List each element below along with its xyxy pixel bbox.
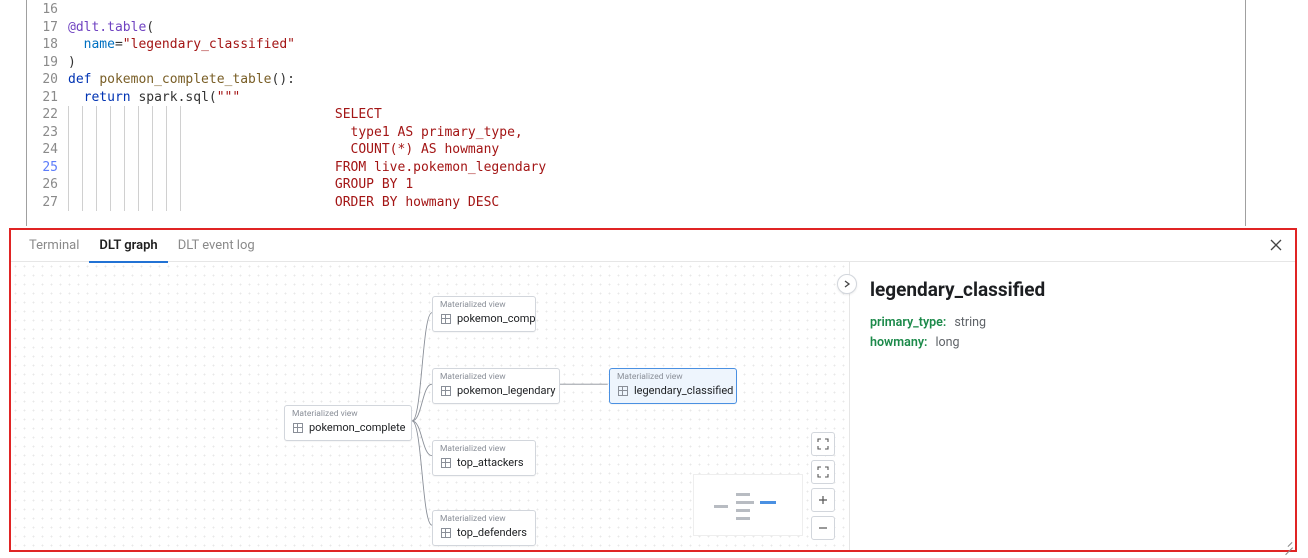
table-icon [441, 528, 451, 538]
code-content: COUNT(*) AS howmany [68, 141, 1284, 159]
tab-dlt-event-log[interactable]: DLT event log [168, 230, 265, 262]
editor-margin-line [26, 0, 27, 226]
minimap-node [714, 505, 728, 508]
close-icon[interactable] [1267, 236, 1285, 254]
code-line[interactable]: 23 type1 AS primary_type, [24, 124, 1284, 142]
line-number: 17 [24, 19, 68, 37]
schema-row: primary_type: string [870, 313, 1275, 333]
table-icon [441, 386, 451, 396]
code-content: def pokemon_complete_table(): [68, 71, 1284, 89]
line-number: 27 [24, 194, 68, 212]
line-number: 24 [24, 141, 68, 159]
code-line[interactable]: 25 FROM live.pokemon_legendary [24, 159, 1284, 177]
code-content: name="legendary_classified" [68, 36, 1284, 54]
node-details-panel: legendary_classified primary_type: string… [849, 262, 1295, 550]
schema-field-name: primary_type: [870, 313, 946, 333]
graph-node-pokemon_legendary[interactable]: Materialized viewpokemon_legendary [432, 368, 560, 404]
code-content: ORDER BY howmany DESC [68, 194, 1284, 212]
node-type-label: Materialized view [610, 369, 736, 382]
dlt-graph-canvas[interactable]: Materialized viewpokemon_completeMateria… [11, 262, 847, 550]
line-number: 22 [24, 106, 68, 124]
code-content: type1 AS primary_type, [68, 124, 1284, 142]
minimap-node [736, 517, 750, 520]
table-icon [293, 423, 303, 433]
node-type-label: Materialized view [433, 511, 535, 524]
graph-minimap[interactable] [693, 474, 803, 536]
line-number: 16 [24, 1, 68, 19]
code-content: SELECT [68, 106, 1284, 124]
graph-node-pokemon_complete[interactable]: Materialized viewpokemon_complete [284, 405, 412, 441]
code-line[interactable]: 26 GROUP BY 1 [24, 176, 1284, 194]
code-line[interactable]: 24 COUNT(*) AS howmany [24, 141, 1284, 159]
zoom-in-icon[interactable] [811, 488, 835, 512]
code-line[interactable]: 20def pokemon_complete_table(): [24, 71, 1284, 89]
line-number: 23 [24, 124, 68, 142]
code-line[interactable]: 22 SELECT [24, 106, 1284, 124]
line-number: 21 [24, 89, 68, 107]
minimap-node [736, 493, 750, 496]
code-content [68, 1, 1284, 19]
code-content: FROM live.pokemon_legendary [68, 159, 1284, 177]
graph-node-top_defenders[interactable]: Materialized viewtop_defenders [432, 510, 536, 546]
code-line[interactable]: 19) [24, 54, 1284, 72]
schema-row: howmany: long [870, 333, 1275, 353]
zoom-out-icon[interactable] [811, 516, 835, 540]
table-icon [618, 386, 628, 396]
code-line[interactable]: 18 name="legendary_classified" [24, 36, 1284, 54]
graph-node-pokemon_complet[interactable]: Materialized viewpokemon_complet... [432, 296, 536, 332]
node-label: top_defenders [433, 524, 535, 545]
line-number: 26 [24, 176, 68, 194]
node-type-label: Materialized view [433, 441, 535, 454]
line-number: 25 [24, 159, 68, 177]
line-number: 19 [24, 54, 68, 72]
node-type-label: Materialized view [433, 369, 559, 382]
minimap-node [736, 509, 750, 512]
table-icon [441, 458, 451, 468]
code-content: ) [68, 54, 1284, 72]
minimap-node [760, 501, 776, 504]
node-type-label: Materialized view [433, 297, 535, 310]
node-type-label: Materialized view [285, 406, 411, 419]
collapse-details-icon[interactable] [837, 274, 857, 294]
details-title: legendary_classified [870, 278, 1275, 301]
schema-field-name: howmany: [870, 333, 927, 353]
code-content: @dlt.table( [68, 19, 1284, 37]
code-line[interactable]: 17@dlt.table( [24, 19, 1284, 37]
tab-dlt-graph[interactable]: DLT graph [89, 230, 167, 262]
code-line[interactable]: 21 return spark.sql(""" [24, 89, 1284, 107]
node-label: legendary_classified [610, 382, 736, 403]
resize-handle-icon[interactable] [1283, 538, 1293, 548]
line-number: 18 [24, 36, 68, 54]
bottom-panel-highlighted: TerminalDLT graphDLT event log Materiali… [9, 228, 1297, 552]
panel-tabs: TerminalDLT graphDLT event log [11, 230, 1295, 262]
line-number: 20 [24, 71, 68, 89]
code-line[interactable]: 16 [24, 1, 1284, 19]
fit-icon[interactable] [811, 432, 835, 456]
node-label: pokemon_legendary [433, 382, 559, 403]
minimap-node [736, 501, 754, 504]
code-content: GROUP BY 1 [68, 176, 1284, 194]
node-label: top_attackers [433, 454, 535, 475]
graph-controls [811, 432, 835, 540]
schema-field-type: string [954, 313, 986, 333]
fullscreen-icon[interactable] [811, 460, 835, 484]
table-icon [441, 314, 451, 324]
schema-field-type: long [935, 333, 959, 353]
graph-node-top_attackers[interactable]: Materialized viewtop_attackers [432, 440, 536, 476]
tab-terminal[interactable]: Terminal [19, 230, 89, 262]
code-content: return spark.sql(""" [68, 89, 1284, 107]
code-editor[interactable]: 1617@dlt.table(18 name="legendary_classi… [0, 0, 1308, 226]
node-label: pokemon_complete [285, 419, 411, 440]
graph-node-legendary_classified[interactable]: Materialized viewlegendary_classified [609, 368, 737, 404]
editor-right-margin [1245, 0, 1246, 226]
code-line[interactable]: 27 ORDER BY howmany DESC [24, 194, 1284, 212]
node-label: pokemon_complet... [433, 310, 535, 331]
